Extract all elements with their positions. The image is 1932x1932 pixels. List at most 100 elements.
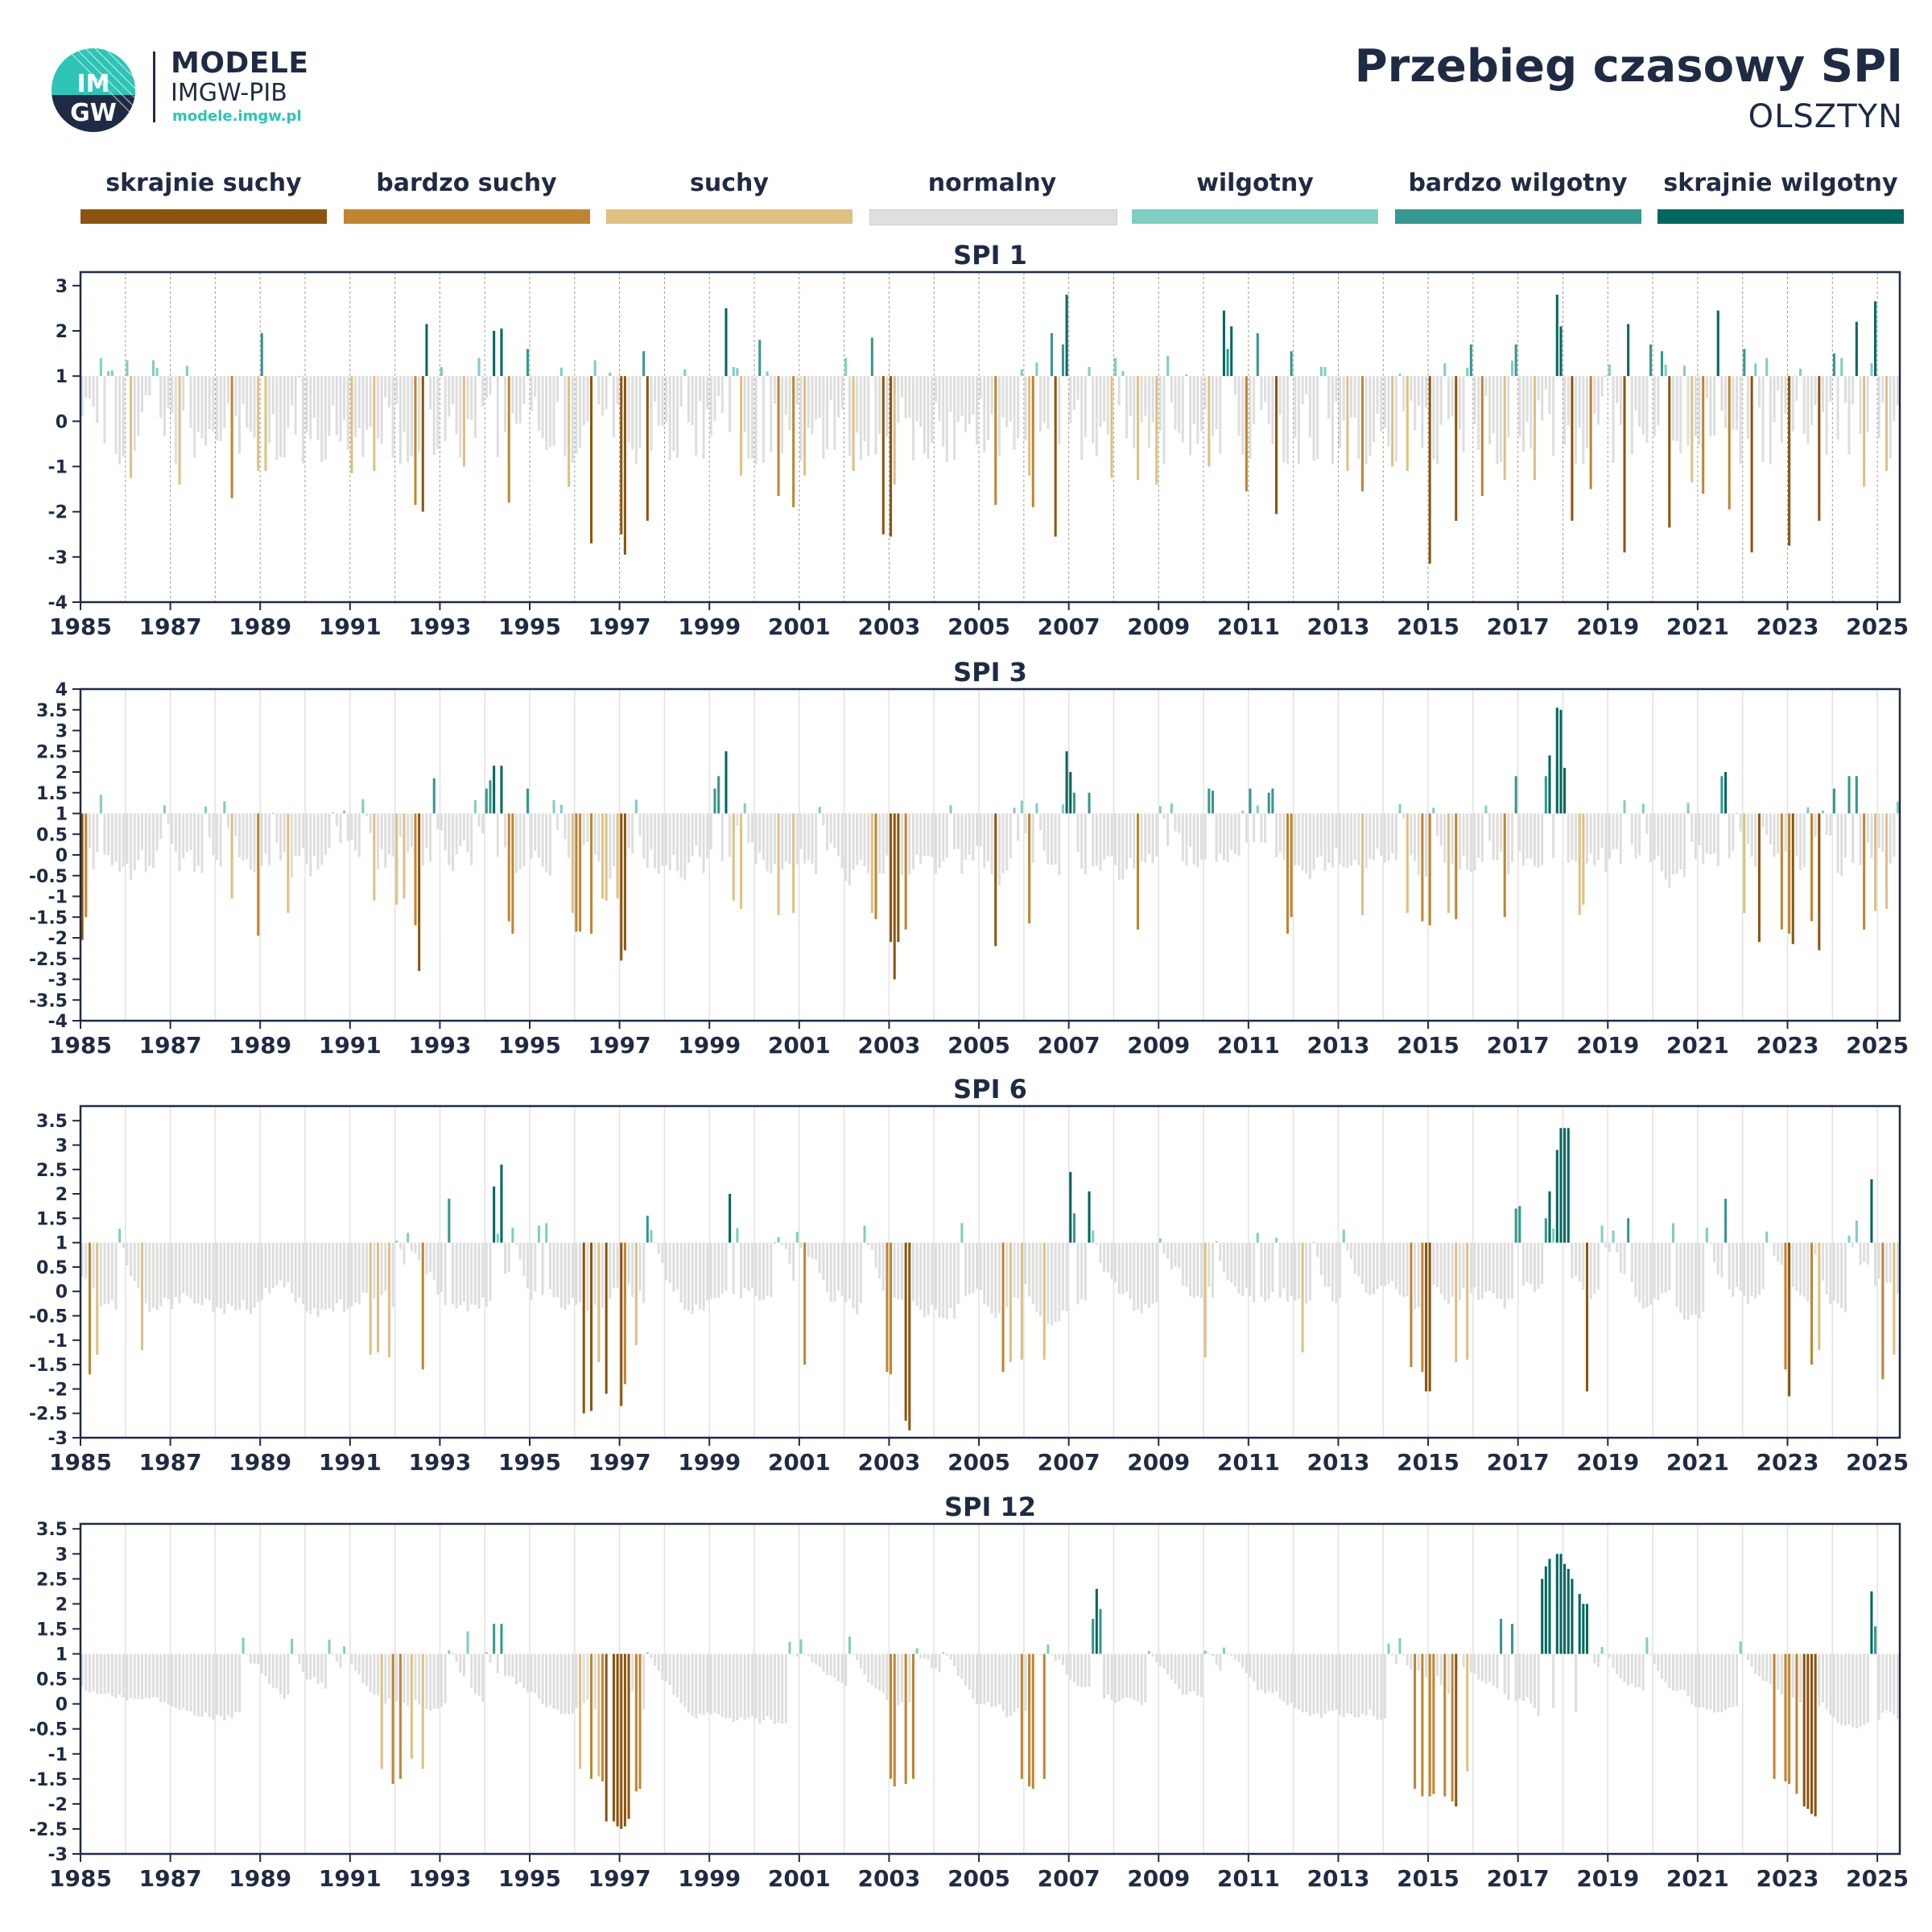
spi-bar — [155, 368, 159, 377]
spi-bar — [1533, 376, 1536, 481]
spi-bar — [972, 813, 975, 861]
spi-bar — [1660, 1653, 1664, 1679]
spi-bar — [571, 376, 574, 463]
spi-bar — [418, 1653, 421, 1705]
spi-bar — [1114, 357, 1117, 377]
spi-bar — [473, 800, 477, 814]
spi-bar — [137, 1242, 140, 1288]
spi-bar — [504, 1242, 507, 1274]
spi-bar — [1117, 1242, 1121, 1294]
spi-bar — [1571, 376, 1574, 521]
spi-bar — [1765, 1653, 1769, 1682]
x-tick-label: 1989 — [229, 1032, 291, 1059]
spi-bar — [646, 376, 649, 521]
spi-bar — [294, 376, 297, 435]
spi-bar — [691, 813, 694, 856]
spi-bar — [1746, 1242, 1749, 1305]
spi-bar — [1859, 376, 1862, 435]
spi-bar — [942, 1242, 945, 1319]
spi-bar — [702, 376, 705, 460]
y-tick-label: -0.5 — [29, 1307, 68, 1327]
spi-bar — [1623, 1242, 1626, 1275]
spi-bar — [900, 1653, 904, 1703]
spi-bar — [1720, 1242, 1724, 1278]
spi-bar — [1847, 376, 1851, 455]
spi-bar — [934, 1242, 937, 1311]
spi-bar — [770, 1242, 773, 1298]
spi-bar — [110, 370, 114, 377]
spi-bar — [915, 376, 919, 422]
spi-bar — [174, 376, 177, 464]
spi-bar — [840, 1242, 844, 1296]
spi-bar — [792, 813, 795, 914]
spi-bar — [579, 1653, 582, 1769]
y-tick-label: -1 — [48, 1331, 68, 1352]
spi-bar — [1256, 1232, 1259, 1243]
spi-bar — [301, 1653, 305, 1672]
spi-bar — [1327, 813, 1331, 863]
spi-bar — [485, 376, 488, 398]
spi-bar — [1226, 349, 1229, 377]
spi-bar — [1230, 1242, 1233, 1283]
spi-bar — [799, 1639, 803, 1654]
spi-bar — [481, 813, 485, 834]
brand-url[interactable]: modele.imgw.pl — [172, 108, 302, 125]
spi-bar — [1024, 1653, 1027, 1711]
spi-bar — [1076, 1242, 1080, 1305]
spi-bar — [1042, 1242, 1046, 1360]
spi-bar — [657, 376, 660, 426]
brand-subtitle: IMGW-PIB — [171, 79, 287, 107]
spi-bar — [414, 1242, 417, 1253]
spi-bar — [881, 1653, 885, 1693]
spi-bar — [380, 1653, 383, 1769]
spi-bar — [713, 1653, 716, 1713]
spi-bar — [1282, 1242, 1286, 1289]
spi-bar — [990, 813, 993, 874]
spi-bar — [182, 1242, 185, 1294]
spi-bar — [979, 813, 982, 847]
spi-bar — [1080, 1242, 1084, 1299]
spi-bar — [616, 1242, 619, 1288]
spi-bar — [163, 805, 166, 814]
spi-bar — [1791, 376, 1794, 431]
spi-bar — [1889, 813, 1892, 865]
spi-bar — [1881, 376, 1885, 403]
spi-bar — [1072, 376, 1075, 410]
spi-bar — [1473, 1653, 1476, 1674]
spi-bar — [155, 813, 159, 852]
brand-name: MODELE — [171, 47, 309, 80]
x-tick-label: 1993 — [408, 613, 471, 640]
spi-bar — [1510, 360, 1514, 377]
spi-bar — [552, 800, 555, 814]
x-tick-label: 1993 — [408, 1449, 471, 1476]
spi-bar — [387, 813, 390, 855]
x-tick-label: 2021 — [1666, 1449, 1729, 1476]
spi-bar — [840, 813, 844, 869]
spi-bar — [803, 1653, 807, 1655]
spi-bar — [638, 813, 642, 836]
spi-bar — [1852, 1242, 1855, 1248]
spi-bar — [1896, 801, 1899, 814]
spi-bar — [515, 1242, 518, 1245]
spi-bar — [803, 813, 807, 864]
spi-bar — [226, 1242, 230, 1304]
spi-bar — [436, 1653, 440, 1709]
spi-bar — [1649, 1653, 1653, 1655]
spi-bar — [1084, 376, 1087, 438]
chart-title: SPI 12 — [944, 1492, 1036, 1522]
spi-bar — [675, 1653, 679, 1698]
spi-bar — [900, 376, 904, 398]
spi-bar — [1716, 813, 1719, 866]
spi-bar — [754, 813, 758, 865]
spi-bar — [1458, 1653, 1461, 1655]
spi-bar — [237, 1242, 241, 1310]
spi-bar — [1571, 1242, 1574, 1278]
spi-bar — [148, 1653, 151, 1699]
spi-bar — [915, 1648, 919, 1654]
spi-bar — [762, 1242, 765, 1300]
spi-bar — [1196, 1653, 1199, 1696]
spi-bar — [339, 376, 342, 442]
spi-bar — [1342, 813, 1345, 867]
spi-bar — [997, 813, 1001, 886]
x-tick-label: 1987 — [139, 1865, 202, 1892]
